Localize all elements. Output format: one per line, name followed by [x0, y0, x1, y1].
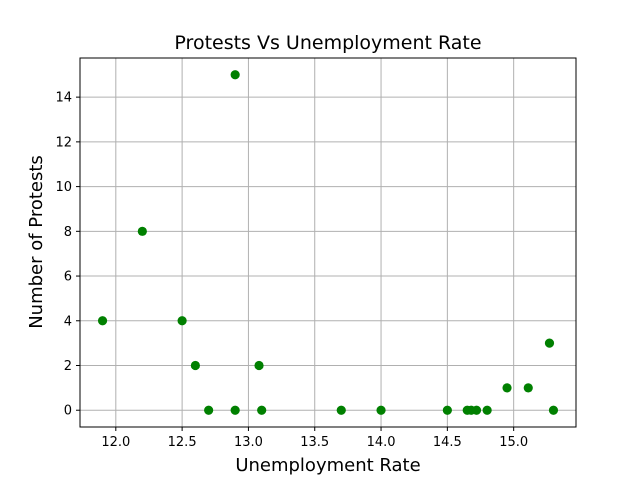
data-point — [190, 360, 200, 371]
y-tick-label: 2 — [64, 359, 72, 374]
data-points — [97, 70, 559, 415]
data-point — [230, 70, 240, 80]
x-tick-label: 13.0 — [234, 435, 263, 450]
data-point — [177, 316, 187, 326]
x-tick-label: 12.5 — [168, 435, 197, 450]
data-point — [442, 405, 452, 415]
y-axis-ticks: 0 2 4 6 8 10 12 14 — [55, 91, 80, 419]
y-tick-label: 8 — [64, 225, 72, 240]
plot-frame — [79, 57, 577, 428]
grid-layer — [80, 58, 576, 427]
data-point — [523, 383, 533, 393]
x-tick-label: 14.5 — [433, 435, 462, 450]
data-point — [137, 226, 147, 236]
data-point — [230, 405, 240, 415]
x-tick-label: 13.5 — [300, 435, 329, 450]
y-tick-label: 0 — [64, 404, 72, 419]
y-tick-label: 6 — [64, 270, 72, 285]
x-axis-label: Unemployment Rate — [235, 455, 420, 476]
x-tick-label: 14.0 — [367, 435, 396, 450]
x-axis-ticks: 12.0 12.5 13.0 13.5 14.0 14.5 15.0 — [101, 427, 528, 450]
y-tick-label: 10 — [55, 180, 72, 195]
y-tick-label: 12 — [55, 135, 72, 150]
data-point — [544, 338, 555, 348]
data-point — [257, 405, 267, 415]
y-tick-label: 4 — [64, 314, 72, 329]
y-tick-label: 14 — [55, 91, 72, 106]
data-point — [97, 316, 108, 326]
data-point — [204, 405, 214, 415]
data-point — [471, 405, 482, 415]
data-point — [376, 405, 386, 415]
data-point — [254, 360, 264, 371]
x-tick-label: 12.0 — [101, 435, 130, 450]
y-axis-label: Number of Protests — [26, 155, 47, 329]
data-point — [502, 383, 512, 393]
data-point — [548, 405, 559, 415]
data-point — [336, 405, 346, 415]
data-point — [482, 405, 492, 415]
x-tick-label: 15.0 — [499, 435, 528, 450]
chart-title: Protests Vs Unemployment Rate — [174, 32, 481, 54]
